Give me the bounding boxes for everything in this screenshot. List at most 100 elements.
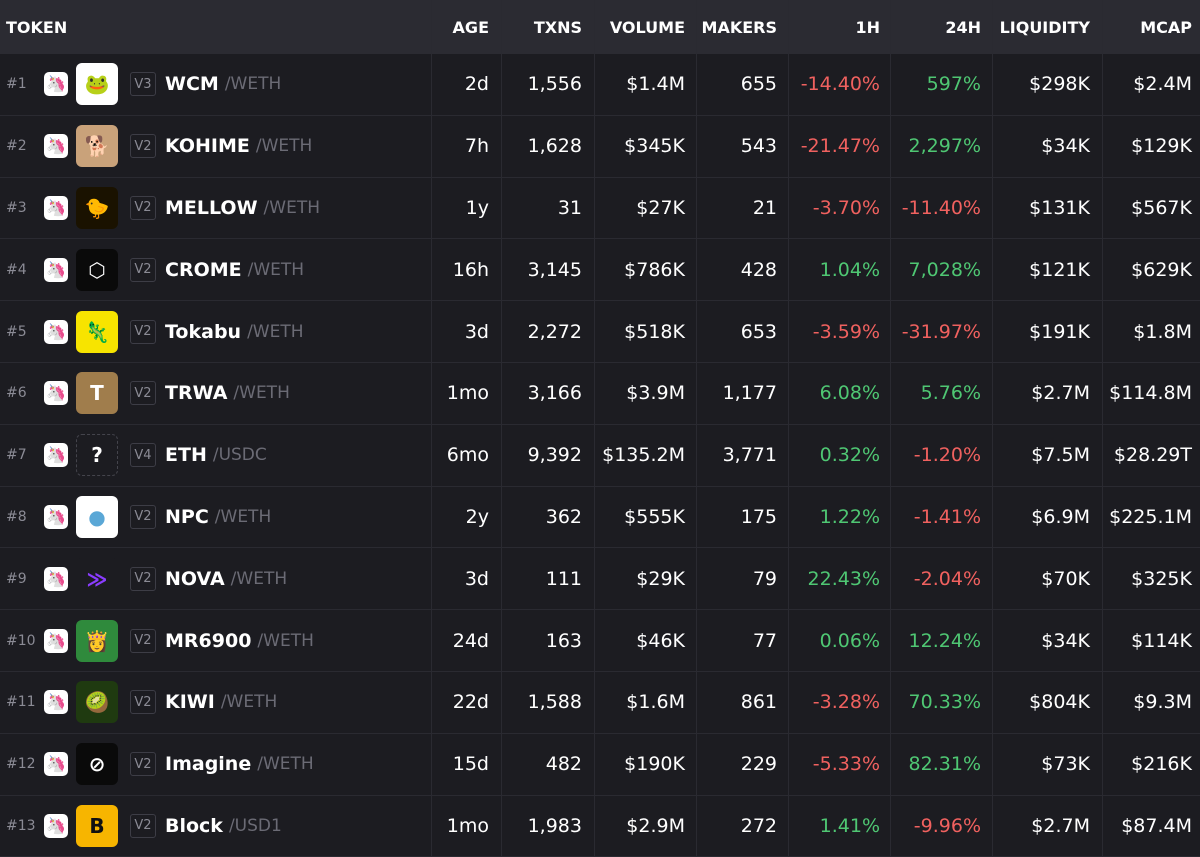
change-24h-value: 5.76% <box>890 362 992 424</box>
liquidity-value: $121K <box>992 239 1102 301</box>
table-row[interactable]: #1 🦄 🐸 V3 WCM /WETH 2d 1,556 $1.4M 655 -… <box>0 54 1200 116</box>
table-row[interactable]: #9 🦄 ≫ V2 NOVA /WETH 3d 111 $29K 79 22.4… <box>0 548 1200 611</box>
liquidity-value: $298K <box>992 54 1102 115</box>
token-cell[interactable]: #3 🦄 🐤 V2 MELLOW /WETH <box>0 178 431 239</box>
header-txns[interactable]: TXNS <box>501 0 594 54</box>
token-cell[interactable]: #11 🦄 🥝 V2 KIWI /WETH <box>0 672 431 733</box>
token-symbol[interactable]: NOVA <box>165 567 225 590</box>
table-row[interactable]: #7 🦄 ? V4 ETH /USDC 6mo 9,392 $135.2M 3,… <box>0 424 1200 487</box>
age-value: 1y <box>431 177 501 239</box>
token-cell[interactable]: #12 🦄 ⊘ V2 Imagine /WETH <box>0 734 431 795</box>
table-row[interactable]: #11 🦄 🥝 V2 KIWI /WETH 22d 1,588 $1.6M 86… <box>0 671 1200 734</box>
imagine-slash-icon: ⊘ <box>76 743 118 786</box>
token-cell[interactable]: #6 🦄 T V2 TRWA /WETH <box>0 363 431 424</box>
token-symbol[interactable]: Imagine <box>165 753 252 776</box>
liquidity-value: $2.7M <box>992 795 1102 857</box>
table-row[interactable]: #12 🦄 ⊘ V2 Imagine /WETH 15d 482 $190K 2… <box>0 733 1200 796</box>
pool-version-badge: V2 <box>130 195 156 220</box>
quote-token: /WETH <box>263 197 320 218</box>
token-cell[interactable]: #2 🦄 🐕 V2 KOHIME /WETH <box>0 116 431 177</box>
table-header: TOKEN AGE TXNS VOLUME MAKERS 1H 24H LIQU… <box>0 0 1200 54</box>
uniswap-unicorn-icon: 🦄 <box>44 628 68 653</box>
shiba-dog-icon: 🐕 <box>76 125 118 168</box>
token-symbol[interactable]: ETH <box>165 444 207 467</box>
token-cell[interactable]: #1 🦄 🐸 V3 WCM /WETH <box>0 54 431 115</box>
token-cell[interactable]: #4 🦄 ⬡ V2 CROME /WETH <box>0 239 431 300</box>
rank-label: #13 <box>6 817 36 834</box>
mcap-value: $129K <box>1102 115 1200 177</box>
mcap-value: $114K <box>1102 610 1200 671</box>
volume-value: $1.6M <box>594 671 696 733</box>
age-value: 24d <box>431 610 501 671</box>
token-symbol[interactable]: KIWI <box>165 691 215 714</box>
token-symbol[interactable]: Tokabu <box>165 320 242 343</box>
block-b-icon: B <box>76 804 118 847</box>
token-symbol[interactable]: TRWA <box>165 382 228 405</box>
liquidity-value: $34K <box>992 610 1102 671</box>
txns-value: 1,556 <box>501 54 594 115</box>
txns-value: 362 <box>501 486 594 548</box>
mcap-value: $87.4M <box>1102 795 1200 857</box>
rank-label: #6 <box>6 385 27 402</box>
table-row[interactable]: #4 🦄 ⬡ V2 CROME /WETH 16h 3,145 $786K 42… <box>0 239 1200 302</box>
token-symbol[interactable]: CROME <box>165 258 242 281</box>
makers-value: 175 <box>696 486 788 548</box>
table-row[interactable]: #3 🦄 🐤 V2 MELLOW /WETH 1y 31 $27K 21 -3.… <box>0 177 1200 240</box>
table-row[interactable]: #2 🦄 🐕 V2 KOHIME /WETH 7h 1,628 $345K 54… <box>0 115 1200 178</box>
change-1h-value: -3.70% <box>788 177 890 239</box>
header-age[interactable]: AGE <box>431 0 501 54</box>
header-mcap[interactable]: MCAP <box>1102 0 1200 54</box>
rank-label: #1 <box>6 76 27 93</box>
quote-token: /WETH <box>220 692 278 713</box>
uniswap-unicorn-icon: 🦄 <box>44 813 68 838</box>
token-symbol[interactable]: NPC <box>165 505 209 528</box>
header-makers[interactable]: MAKERS <box>696 0 788 54</box>
token-cell[interactable]: #13 🦄 B V2 Block /USD1 <box>0 796 431 857</box>
change-24h-value: -31.97% <box>890 301 992 362</box>
token-cell[interactable]: #9 🦄 ≫ V2 NOVA /WETH <box>0 548 431 609</box>
token-symbol[interactable]: MR6900 <box>165 629 252 652</box>
table-row[interactable]: #8 🦄 ● V2 NPC /WETH 2y 362 $555K 175 1.2… <box>0 486 1200 549</box>
header-liquidity[interactable]: LIQUIDITY <box>992 0 1102 54</box>
table-row[interactable]: #13 🦄 B V2 Block /USD1 1mo 1,983 $2.9M 2… <box>0 795 1200 857</box>
header-volume[interactable]: VOLUME <box>594 0 696 54</box>
table-row[interactable]: #5 🦄 🦎 V2 Tokabu /WETH 3d 2,272 $518K 65… <box>0 301 1200 363</box>
table-body: #1 🦄 🐸 V3 WCM /WETH 2d 1,556 $1.4M 655 -… <box>0 54 1200 857</box>
quote-token: /WETH <box>224 74 282 95</box>
header-24h[interactable]: 24H <box>890 0 992 54</box>
makers-value: 543 <box>696 115 788 177</box>
header-token[interactable]: TOKEN <box>6 17 68 37</box>
token-symbol[interactable]: WCM <box>165 73 219 96</box>
uniswap-unicorn-icon: 🦄 <box>44 504 68 529</box>
mcap-value: $325K <box>1102 548 1200 610</box>
rank-label: #7 <box>6 447 27 464</box>
uniswap-unicorn-icon: 🦄 <box>44 257 68 282</box>
liquidity-value: $73K <box>992 733 1102 795</box>
pool-version-badge: V2 <box>130 752 156 777</box>
quote-token: /WETH <box>257 754 314 775</box>
mcap-value: $629K <box>1102 239 1200 301</box>
token-cell[interactable]: #7 🦄 ? V4 ETH /USDC <box>0 425 431 486</box>
token-cell[interactable]: #8 🦄 ● V2 NPC /WETH <box>0 487 431 548</box>
mcap-value: $2.4M <box>1102 54 1200 115</box>
header-1h[interactable]: 1H <box>788 0 890 54</box>
table-row[interactable]: #6 🦄 T V2 TRWA /WETH 1mo 3,166 $3.9M 1,1… <box>0 362 1200 425</box>
txns-value: 1,588 <box>501 671 594 733</box>
kiwi-fruit-icon: 🥝 <box>76 681 118 724</box>
token-cell[interactable]: #5 🦄 🦎 V2 Tokabu /WETH <box>0 301 431 362</box>
token-symbol[interactable]: Block <box>165 814 223 837</box>
makers-value: 428 <box>696 239 788 301</box>
change-24h-value: 12.24% <box>890 610 992 671</box>
token-symbol[interactable]: MELLOW <box>165 196 258 219</box>
pool-version-badge: V4 <box>130 443 156 468</box>
token-cell[interactable]: #10 🦄 👸 V2 MR6900 /WETH <box>0 610 431 671</box>
tokabu-character-icon: 🦎 <box>76 310 118 353</box>
change-24h-value: -2.04% <box>890 548 992 610</box>
token-symbol[interactable]: KOHIME <box>165 135 250 158</box>
uniswap-unicorn-icon: 🦄 <box>44 72 68 97</box>
table-row[interactable]: #10 🦄 👸 V2 MR6900 /WETH 24d 163 $46K 77 … <box>0 610 1200 672</box>
age-value: 3d <box>431 301 501 362</box>
volume-value: $27K <box>594 177 696 239</box>
age-value: 2y <box>431 486 501 548</box>
